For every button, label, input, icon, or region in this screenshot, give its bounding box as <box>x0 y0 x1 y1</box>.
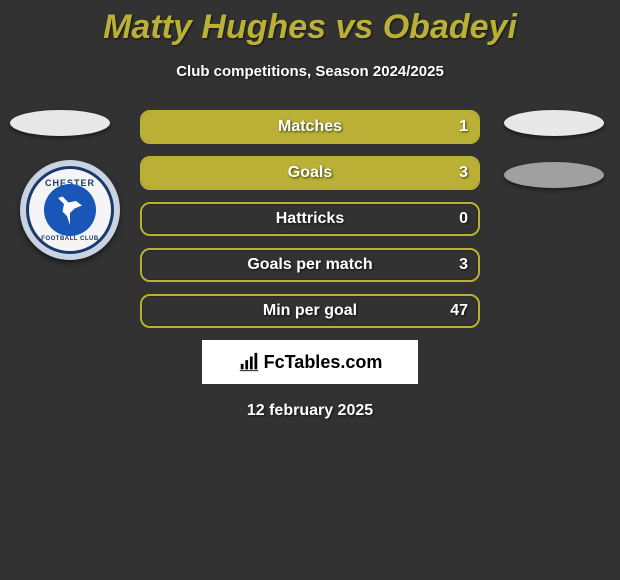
stat-bar-label: Min per goal <box>142 296 478 326</box>
subtitle: Club competitions, Season 2024/2025 <box>0 63 620 80</box>
content-area: CHESTER FOOTBALL CLUB Matches 1 Goals 3 … <box>0 110 620 420</box>
stat-bar-label: Matches <box>142 112 478 142</box>
badge-core <box>44 184 96 236</box>
wolf-icon <box>52 192 88 228</box>
source-logo-text: FcTables.com <box>264 352 383 373</box>
stat-bar-value: 1 <box>459 112 468 142</box>
stat-bar-value: 3 <box>459 158 468 188</box>
club-badge: CHESTER FOOTBALL CLUB <box>20 160 120 260</box>
stat-bar-value: 3 <box>459 250 468 280</box>
stat-bar: Goals 3 <box>140 156 480 190</box>
stats-bars: Matches 1 Goals 3 Hattricks 0 Goals per … <box>140 110 480 328</box>
stat-bar: Min per goal 47 <box>140 294 480 328</box>
player-left-oval <box>10 110 110 136</box>
stat-bar: Matches 1 <box>140 110 480 144</box>
page-title: Matty Hughes vs Obadeyi <box>0 0 620 47</box>
stat-bar-label: Goals per match <box>142 250 478 280</box>
player-right-oval-1 <box>504 110 604 136</box>
date-text: 12 february 2025 <box>0 402 620 420</box>
stat-bar-value: 0 <box>459 204 468 234</box>
badge-bottom-text: FOOTBALL CLUB <box>29 236 111 242</box>
barchart-icon <box>238 351 260 373</box>
stat-bar-value: 47 <box>450 296 468 326</box>
stat-bar: Hattricks 0 <box>140 202 480 236</box>
stat-bar-label: Goals <box>142 158 478 188</box>
stat-bar-label: Hattricks <box>142 204 478 234</box>
stat-bar: Goals per match 3 <box>140 248 480 282</box>
player-right-oval-2 <box>504 162 604 188</box>
source-logo: FcTables.com <box>202 340 418 384</box>
